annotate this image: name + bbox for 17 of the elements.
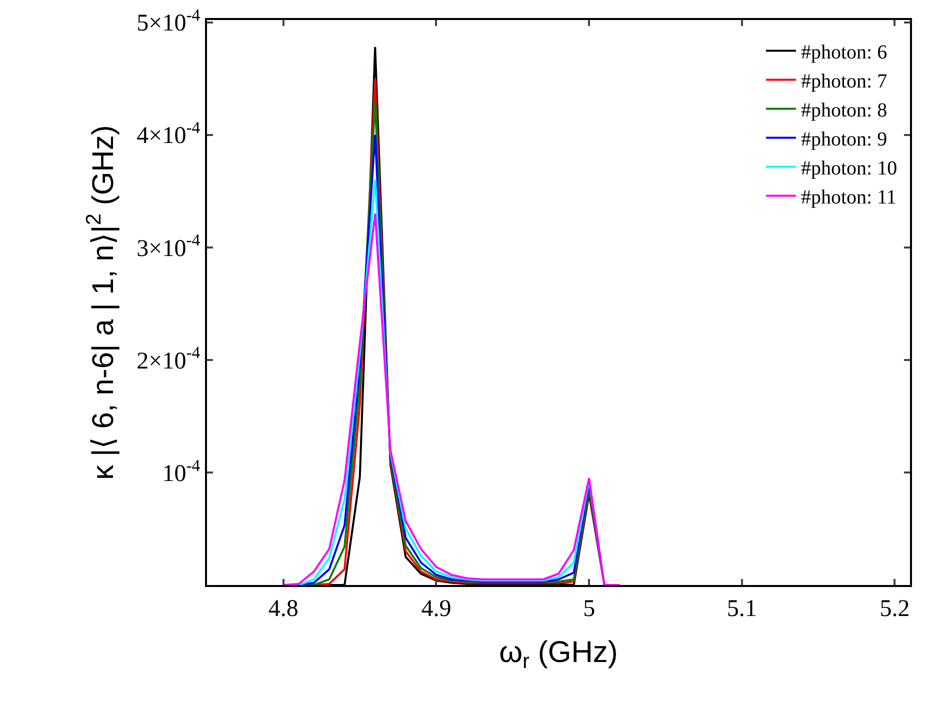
x-tick-label: 4.8 — [268, 596, 298, 622]
y-tick-label: 4×10$^{-4}$ — [136, 118, 201, 150]
x-axis-title: ω$_{r}$ (GHz) — [499, 636, 618, 674]
legend-label: #photon: 8 — [800, 100, 888, 122]
legend-label: #photon: 11 — [800, 186, 896, 209]
y-tick-label: 3×10$^{-4}$ — [136, 230, 201, 262]
legend-label: #photon: 7 — [800, 70, 888, 93]
legend-label: #photon: 6 — [800, 42, 888, 64]
legend-label: #photon: 10 — [800, 158, 898, 180]
y-tick-label: 5×10$^{-4}$ — [136, 6, 201, 37]
y-tick-label: 2×10$^{-4}$ — [136, 343, 201, 374]
x-tick-label: 5.1 — [726, 596, 757, 622]
x-tick-label: 4.9 — [421, 596, 452, 622]
x-tick-label: 5.2 — [880, 596, 910, 622]
legend-label: #photon: 9 — [800, 128, 888, 151]
x-tick-label: 5 — [583, 596, 596, 622]
y-tick-label: 10$^{-4}$ — [162, 456, 201, 487]
